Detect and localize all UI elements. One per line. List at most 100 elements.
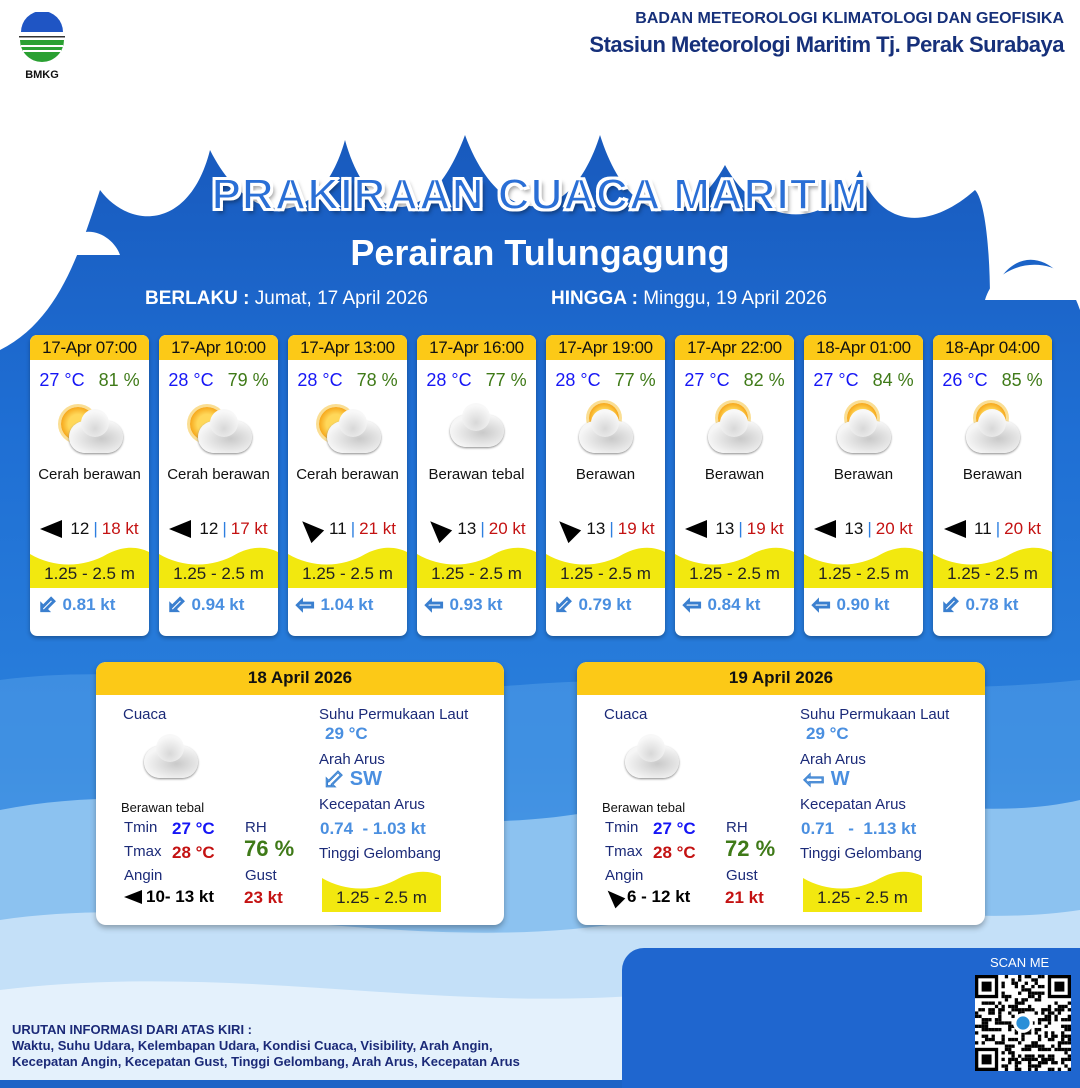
current-direction-arrow-left-icon: ⇦ [295,592,315,617]
gust-speed: 18 kt [101,519,139,538]
forecast-time: 18-Apr 01:00 [804,335,923,360]
qr-code[interactable] [975,975,1071,1071]
humidity: 77 % [614,370,656,390]
wave-height: 1.25 - 2.5 m [417,546,536,588]
air-temperature: 28 °C [555,370,601,390]
forecast-card: 17-Apr 22:00 27 °C 82 % Berawan 13 | 19 kt … [675,335,794,636]
tmin-label: Tmin [124,819,158,836]
valid-to: HINGGA : Minggu, 19 April 2026 [551,288,827,310]
forecast-time: 17-Apr 16:00 [417,335,536,360]
tmax-value: 28 °C [653,843,696,862]
wind-speed: 13 [715,519,735,538]
cloud-icon [617,734,687,789]
separator: | [867,519,872,538]
wave-height-value: 1.25 - 2.5 m [689,564,780,583]
forecast-card: 18-Apr 01:00 27 °C 84 % Berawan 13 | 20 kt … [804,335,923,636]
gust-value: 21 kt [725,888,764,907]
humidity: 78 % [356,370,398,390]
gust-speed: 19 kt [746,519,784,538]
sst-label: Suhu Permukaan Laut [319,706,469,723]
wind-speed: 13 [457,519,477,538]
footer-line: Waktu, Suhu Udara, Kelembapan Udara, Kon… [12,1038,493,1053]
rh-label: RH [726,819,748,836]
wind-range: 6 - 12 kt [627,887,691,906]
wave-height: 1.25 - 2.5 m [804,546,923,588]
kec-value: 0.71 - 1.13 kt [801,819,917,838]
current-direction-arrow-down-left-icon: ⇦ [31,589,63,621]
air-temperature: 28 °C [426,370,472,390]
panel-date: 18 April 2026 [96,662,504,695]
forecast-time: 17-Apr 13:00 [288,335,407,360]
forecast-time: 17-Apr 22:00 [675,335,794,360]
forecast-time: 17-Apr 19:00 [546,335,665,360]
gust-speed: 19 kt [617,519,655,538]
gust-speed: 20 kt [1004,519,1041,538]
wind-direction-arrow-up-left-icon [602,885,626,909]
valid-from-date: Jumat, 17 April 2026 [254,288,428,309]
partly-sunny-icon [313,403,383,458]
weather-condition: Berawan [704,466,765,483]
weather-condition: Berawan [575,466,636,483]
wave-height-value: 1.25 - 2.5 m [431,564,522,583]
daily-summary-panel: 18 April 2026 Cuaca Berawan tebal Tmin 2… [96,662,504,925]
arus-value: W [830,767,850,790]
wind-direction-arrow-left-icon [814,520,837,538]
separator: | [93,519,98,538]
wave-height: 1.25 - 2.5 m [159,546,278,588]
station-name: Stasiun Meteorologi Maritim Tj. Perak Su… [589,32,1064,57]
weather-condition: Cerah berawan [38,466,141,483]
forecast-card: 17-Apr 07:00 27 °C 81 % Cerah berawan 12 |… [30,335,149,636]
rh-label: RH [245,819,267,836]
wind-direction-arrow-left-icon [124,890,142,904]
sst-label: Suhu Permukaan Laut [800,706,950,723]
arus-label: Arah Arus [800,751,866,768]
cloud-icon [136,734,206,789]
air-temperature: 26 °C [942,370,988,390]
air-temperature: 28 °C [297,370,343,390]
wave-height: 1.25 - 2.5 m [933,546,1052,588]
wind-direction-arrow-left-icon [944,520,967,538]
current-speed: 0.79 kt [578,595,632,614]
rh-value: 72 % [725,836,776,861]
page-title: PRAKIRAAN CUACA MARITIM [211,169,869,220]
wave-height: 1.25 - 2.5 m [288,546,407,588]
mostly-cloudy-icon [829,403,899,458]
current-speed: 0.94 kt [191,595,245,614]
angin-label: Angin [124,867,163,884]
separator: | [350,519,356,538]
wind-direction-arrow-up-left-icon [553,514,582,544]
forecast-card: 17-Apr 13:00 28 °C 78 % Cerah berawan 11 |… [288,335,407,636]
partly-sunny-icon [55,403,125,458]
valid-from: BERLAKU : Jumat, 17 April 2026 [145,288,428,310]
tmax-label: Tmax [124,843,162,860]
partly-sunny-icon [184,403,254,458]
tmin-value: 27 °C [172,819,215,838]
wave-height: 1.25 - 2.5 m [546,546,665,588]
wind-range: 10- 13 kt [146,887,215,906]
wave-height-value: 1.25 - 2.5 m [560,564,651,583]
page-subtitle: Perairan Tulungagung [350,232,730,273]
current-direction-arrow-down-left-icon: ⇦ [547,589,579,621]
current-direction-arrow-left-icon: ⇦ [803,764,826,794]
panel-date: 19 April 2026 [577,662,985,695]
gust-value: 23 kt [244,888,283,907]
air-temperature: 27 °C [39,370,85,390]
sst-value: 29 °C [806,724,849,743]
valid-from-label: BERLAKU : [145,288,250,309]
weather-condition: Berawan [962,466,1023,483]
gust-speed: 21 kt [359,519,396,538]
gel-label: Tinggi Gelombang [800,845,923,862]
gust-speed: 20 kt [875,519,913,538]
logo-text: BMKG [25,69,59,81]
wind-speed: 12 [70,519,90,538]
separator: | [995,519,1001,538]
wind-speed: 11 [974,519,992,538]
wave-height: 1.25 - 2.5 m [322,870,441,912]
current-direction-arrow-left-icon: ⇦ [424,592,444,617]
footer-line: Kecepatan Angin, Kecepatan Gust, Tinggi … [12,1054,520,1069]
rh-value: 76 % [244,836,295,861]
wave-height: 1.25 - 2.5 m [30,546,149,588]
forecast-card: 17-Apr 19:00 28 °C 77 % Berawan 13 | 19 kt … [546,335,665,636]
wave-height-value: 1.25 - 2.5 m [44,564,135,583]
daily-summary-panel: 19 April 2026 Cuaca Berawan tebal Tmin 2… [577,662,985,925]
